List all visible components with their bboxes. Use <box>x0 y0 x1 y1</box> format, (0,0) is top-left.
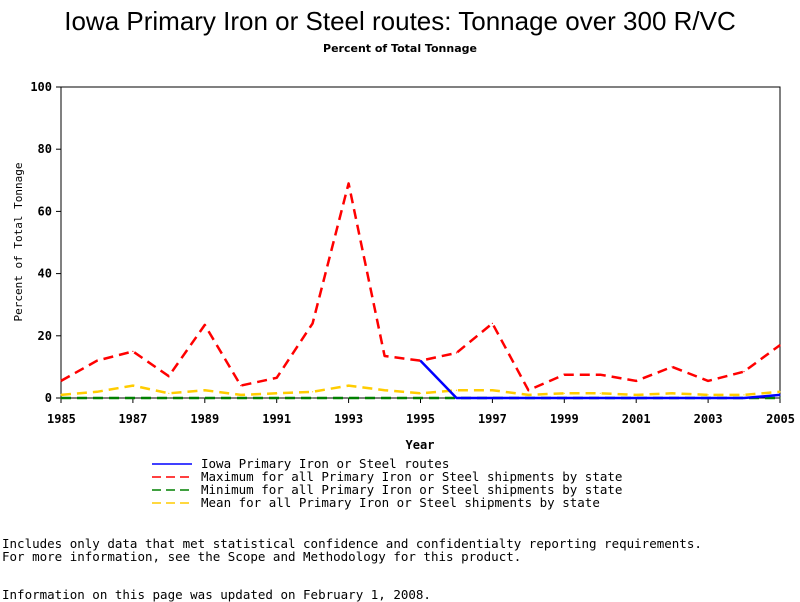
series-point-1 <box>671 366 673 368</box>
y-tick-label: 100 <box>30 80 52 94</box>
series-point-3 <box>599 392 601 394</box>
series-point-2 <box>60 397 62 399</box>
legend-label-3: Mean for all Primary Iron or Steel shipm… <box>201 495 600 510</box>
series-point-1 <box>743 371 745 373</box>
legend: Iowa Primary Iron or Steel routesMaximum… <box>152 456 622 510</box>
series-point-1 <box>240 385 242 387</box>
chart-subtitle: Percent of Total Tonnage <box>323 42 477 55</box>
series-point-0 <box>419 360 422 362</box>
series-point-1 <box>707 380 709 382</box>
series-point-1 <box>132 350 134 352</box>
series-point-3 <box>635 394 637 396</box>
series-point-3 <box>743 394 745 396</box>
x-axis-label: Year <box>406 438 435 452</box>
series-point-2 <box>132 397 134 399</box>
series-point-0 <box>563 397 565 399</box>
series-point-3 <box>204 389 206 391</box>
series-point-1 <box>635 380 637 382</box>
series-point-3 <box>384 389 386 391</box>
series-point-1 <box>96 360 98 362</box>
series-point-1 <box>276 377 278 379</box>
x-tick-label: 1987 <box>118 412 147 426</box>
x-tick-label: 1997 <box>478 412 507 426</box>
series-point-3 <box>491 389 493 391</box>
chart-title: Iowa Primary Iron or Steel routes: Tonna… <box>64 6 736 36</box>
series-point-0 <box>779 394 781 396</box>
x-tick-label: 2005 <box>766 412 795 426</box>
series-point-2 <box>419 397 422 399</box>
series-point-3 <box>707 394 709 396</box>
series-point-3 <box>455 389 458 391</box>
y-tick-label: 0 <box>45 391 52 405</box>
y-axis-label: Percent of Total Tonnage <box>12 163 25 322</box>
series-point-3 <box>276 392 278 394</box>
series-point-0 <box>707 397 709 399</box>
series-point-3 <box>671 392 673 394</box>
x-tick-label: 1993 <box>334 412 363 426</box>
series-point-2 <box>276 397 278 399</box>
series-point-1 <box>563 374 565 376</box>
line-chart: 1985 1987 1989 1991 1993 1995 1997 1999 2001 2003… <box>12 80 795 510</box>
footnote-confidence: Includes only data that met statistical … <box>2 536 702 551</box>
series-point-3 <box>348 385 350 387</box>
series-line-3 <box>60 384 781 397</box>
series-point-2 <box>204 397 206 399</box>
x-tick-label: 1989 <box>190 412 219 426</box>
series-point-2 <box>779 397 781 399</box>
series-point-1 <box>168 375 170 377</box>
x-tick-label: 1985 <box>47 412 76 426</box>
series-point-3 <box>527 394 530 396</box>
series-point-3 <box>60 394 62 396</box>
series-point-0 <box>671 397 673 399</box>
series-point-2 <box>312 397 314 399</box>
series-point-0 <box>491 397 493 399</box>
series-point-0 <box>635 397 637 399</box>
y-tick-label: 40 <box>38 267 52 281</box>
series-point-1 <box>312 322 314 324</box>
series-point-3 <box>168 392 170 394</box>
series-point-2 <box>384 397 386 399</box>
series-point-3 <box>312 391 314 393</box>
y-tick-label: 60 <box>38 204 52 218</box>
series-line-1 <box>60 182 781 392</box>
legend-label-2: Minimum for all Primary Iron or Steel sh… <box>201 482 622 497</box>
series-point-3 <box>240 394 242 396</box>
series-line-0 <box>419 359 781 400</box>
x-tick-label: 2003 <box>694 412 723 426</box>
legend-label-1: Maximum for all Primary Iron or Steel sh… <box>201 469 622 484</box>
series-point-0 <box>455 397 458 399</box>
series-point-0 <box>599 397 601 399</box>
series-point-1 <box>60 380 62 382</box>
series-point-2 <box>168 397 170 399</box>
plot-frame <box>60 86 781 399</box>
series-point-1 <box>204 324 206 326</box>
x-tick-label: 2001 <box>622 412 651 426</box>
series-point-3 <box>96 391 98 393</box>
series-point-3 <box>563 392 565 394</box>
y-tick-label: 20 <box>38 329 52 343</box>
series-point-2 <box>240 397 242 399</box>
series-point-0 <box>743 397 745 399</box>
x-tick-label: 1999 <box>550 412 579 426</box>
x-tick-label: 1991 <box>262 412 291 426</box>
series-point-1 <box>348 182 350 184</box>
legend-label-0: Iowa Primary Iron or Steel routes <box>201 456 449 471</box>
series-point-1 <box>599 374 601 376</box>
series-point-3 <box>419 392 422 394</box>
x-tick-label: 1995 <box>406 412 435 426</box>
series-point-3 <box>132 385 134 387</box>
footnote-updated: Information on this page was updated on … <box>2 587 431 602</box>
series-point-2 <box>348 397 350 399</box>
series-point-0 <box>527 397 530 399</box>
series-point-1 <box>527 389 530 391</box>
series-point-1 <box>491 322 493 324</box>
series-point-1 <box>384 355 386 357</box>
series-point-1 <box>779 344 781 346</box>
series-point-3 <box>779 391 781 393</box>
series-point-2 <box>96 397 98 399</box>
y-tick-label: 80 <box>38 142 52 156</box>
footnote-methodology: For more information, see the Scope and … <box>2 549 522 564</box>
series-point-1 <box>455 352 458 354</box>
